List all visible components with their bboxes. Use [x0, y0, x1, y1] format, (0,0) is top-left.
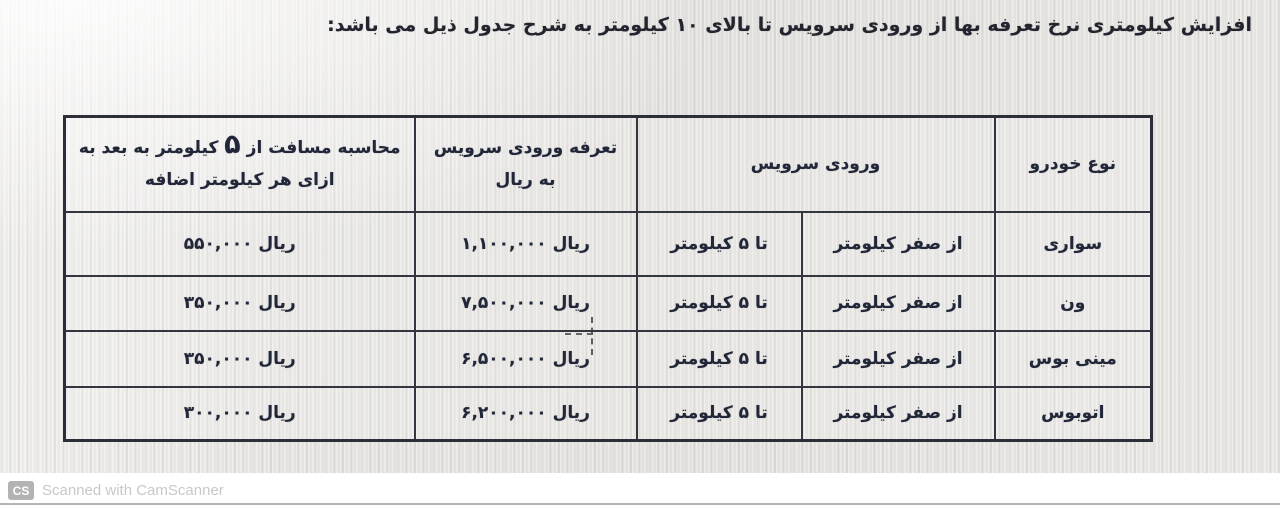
tariff-table: نوع خودرو ورودی سرویس تعرفه ورودی سرویس …	[63, 115, 1154, 442]
table-header-row: نوع خودرو ورودی سرویس تعرفه ورودی سرویس …	[63, 115, 1153, 213]
handwritten-digit: ۵	[223, 128, 242, 161]
cell-vehicle: سواری	[993, 210, 1153, 277]
cell-entry-to: تا ۵ کیلومتر	[635, 329, 803, 388]
header-entry-tariff-line1: تعرفه ورودی سرویس	[433, 137, 618, 158]
distance-calc-suffix: کیلومتر به بعد به	[78, 137, 219, 158]
cell-extra-per-km: ریال ۳۰۰,۰۰۰	[63, 385, 416, 442]
cell-extra-per-km: ریال ۳۵۰,۰۰۰	[63, 329, 416, 388]
cell-entry-from: از صفر کیلومتر	[800, 274, 996, 332]
pen-mark	[591, 317, 593, 355]
cell-entry-from: از صفر کیلومتر	[800, 329, 996, 388]
camscanner-footer: CS Scanned with CamScanner	[0, 473, 1280, 508]
cell-extra-per-km: ریال ۳۵۰,۰۰۰	[63, 274, 416, 332]
cell-entry-tariff: ریال ۶,۵۰۰,۰۰۰	[413, 329, 638, 388]
camscanner-watermark: Scanned with CamScanner	[42, 482, 224, 499]
cell-vehicle: اتوبوس	[993, 385, 1153, 442]
document-title: افزایش کیلومتری نرخ تعرفه بها از ورودی س…	[327, 14, 1252, 36]
cell-vehicle: ون	[993, 274, 1153, 332]
cell-entry-to: تا ۵ کیلومتر	[635, 274, 803, 332]
header-distance-calc-line2: ازای هر کیلومتر اضافه	[144, 170, 335, 191]
cell-entry-from: از صفر کیلومتر	[800, 385, 996, 442]
cell-entry-to: تا ۵ کیلومتر	[635, 385, 803, 442]
header-distance-calc: محاسبه مسافت از ۵ کیلومتر به بعد به ازای…	[63, 115, 416, 213]
cell-entry-tariff: ریال ۷,۵۰۰,۰۰۰	[413, 274, 638, 332]
table-row: مینی بوس از صفر کیلومتر تا ۵ کیلومتر ریا…	[63, 329, 1153, 388]
table-row: سواری از صفر کیلومتر تا ۵ کیلومتر ریال ۱…	[63, 210, 1153, 277]
cell-entry-to: تا ۵ کیلومتر	[635, 210, 803, 277]
scan-background: افزایش کیلومتری نرخ تعرفه بها از ورودی س…	[0, 0, 1280, 473]
header-distance-calc-line1: محاسبه مسافت از ۵ کیلومتر به بعد به	[70, 128, 410, 164]
page-divider	[0, 503, 1280, 505]
distance-calc-prefix: محاسبه مسافت از	[246, 137, 401, 158]
header-entry-tariff: تعرفه ورودی سرویس به ریال	[413, 115, 638, 213]
table-row: ون از صفر کیلومتر تا ۵ کیلومتر ریال ۷,۵۰…	[63, 274, 1153, 332]
cell-vehicle: مینی بوس	[993, 329, 1153, 388]
header-entry-tariff-line2: به ریال	[495, 170, 556, 191]
header-service-entry: ورودی سرویس	[635, 115, 996, 213]
cell-extra-per-km: ریال ۵۵۰,۰۰۰	[63, 210, 416, 277]
cell-entry-tariff: ریال ۱,۱۰۰,۰۰۰	[413, 210, 638, 277]
header-vehicle-type: نوع خودرو	[993, 115, 1153, 213]
table-row: اتوبوس از صفر کیلومتر تا ۵ کیلومتر ریال …	[63, 385, 1153, 442]
pen-mark	[565, 333, 593, 335]
cell-entry-from: از صفر کیلومتر	[800, 210, 996, 277]
camscanner-logo-icon: CS	[8, 481, 34, 500]
cell-entry-tariff: ریال ۶,۲۰۰,۰۰۰	[413, 385, 638, 442]
